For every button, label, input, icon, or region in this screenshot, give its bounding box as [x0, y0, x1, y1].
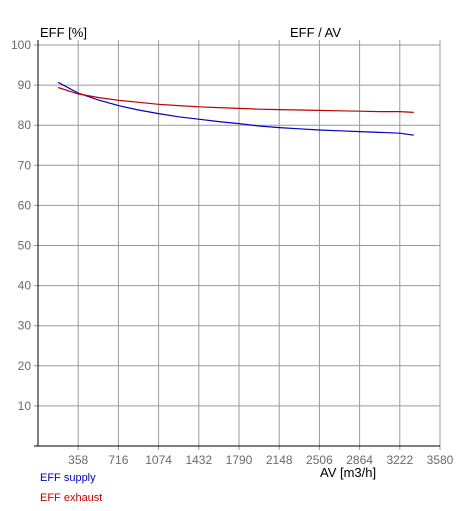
y-tick-label: 100	[11, 38, 31, 52]
y-tick-label: 30	[18, 319, 32, 333]
x-axis-label: AV [m3/h]	[320, 465, 376, 480]
y-tick-label: 70	[18, 158, 32, 172]
x-tick-label: 3222	[386, 453, 413, 467]
x-tick-label: 3580	[427, 453, 454, 467]
y-tick-label: 60	[18, 198, 32, 212]
legend-entry-1: EFF supply	[40, 472, 96, 484]
x-tick-label: 2148	[266, 453, 293, 467]
x-tick-label: 1074	[145, 453, 172, 467]
x-tick-label: 2864	[346, 453, 373, 467]
grid-lines	[34, 40, 441, 450]
x-tick-label: 1432	[185, 453, 212, 467]
x-tick-labels: 358 716 1074 1432 1790 2148 2506 2864 3222 3580	[68, 453, 453, 467]
y-tick-label: 80	[18, 118, 32, 132]
series-line-2	[57, 86, 414, 113]
series-line-1	[57, 81, 414, 136]
legend-entry-2: EFF exhaust	[40, 492, 102, 504]
x-tick-label: 358	[68, 453, 88, 467]
chart-title: EFF / AV	[290, 25, 341, 40]
axes	[34, 40, 440, 447]
series-lines	[57, 81, 414, 136]
x-tick-label: 2506	[306, 453, 333, 467]
legend: EFF supply EFF exhaust	[40, 472, 102, 504]
y-tick-label: 10	[18, 399, 32, 413]
y-tick-label: 20	[18, 359, 32, 373]
y-axis-label: EFF [%]	[40, 25, 87, 40]
y-tick-label: 40	[18, 279, 32, 293]
y-tick-label: 50	[18, 239, 32, 253]
x-tick-label: 716	[108, 453, 128, 467]
y-tick-label: 90	[18, 78, 32, 92]
x-tick-label: 1790	[226, 453, 253, 467]
y-tick-labels: 10 20 30 40 50 60 70 80 90 100	[11, 38, 31, 413]
